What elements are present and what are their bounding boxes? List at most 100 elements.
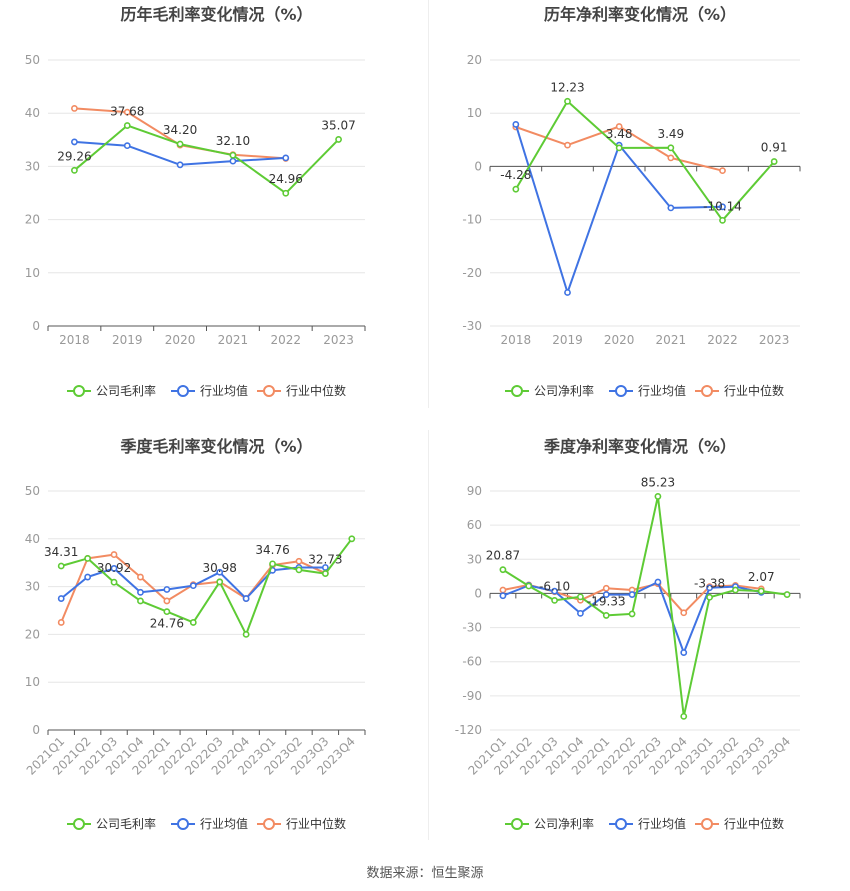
data-source-note: 数据来源：恒生聚源 xyxy=(366,866,484,881)
panel-divider-top xyxy=(428,0,429,408)
x-tick-label: 2021 xyxy=(218,333,249,347)
legend-label-median: 行业中位数 xyxy=(724,816,784,831)
y-tick-label: 30 xyxy=(25,580,40,594)
y-tick-label: 20 xyxy=(25,213,40,227)
data-label: 2.07 xyxy=(748,570,775,584)
y-tick-label: 20 xyxy=(467,53,482,67)
data-point-median xyxy=(163,597,171,605)
data-label: -4.28 xyxy=(500,168,531,182)
chart-title: 历年毛利率变化情况（%） xyxy=(120,5,312,24)
data-point-avg xyxy=(176,161,184,169)
legend-label-avg: 行业均值 xyxy=(638,816,686,831)
data-point-company xyxy=(706,593,713,601)
legend-label-median: 行业中位数 xyxy=(724,383,784,398)
data-label: -3.38 xyxy=(694,576,725,590)
data-label: -10.14 xyxy=(703,199,742,213)
data-label: 85.23 xyxy=(641,475,675,489)
data-point-median xyxy=(564,141,571,149)
x-tick-label: 2019 xyxy=(552,333,583,347)
data-label: 24.96 xyxy=(269,172,303,186)
data-point-avg xyxy=(654,578,662,586)
legend-label-avg: 行业均值 xyxy=(200,816,248,831)
data-point-company xyxy=(602,612,610,619)
x-tick-label: 2022 xyxy=(270,333,301,347)
legend-label-avg: 行业均值 xyxy=(638,383,686,398)
data-label: 24.76 xyxy=(150,617,184,631)
data-point-avg xyxy=(216,568,224,576)
data-point-median xyxy=(57,619,65,626)
data-point-avg xyxy=(602,591,610,598)
quarterly-gross-margin-chart: 季度毛利率变化情况（%）010203040502021Q12021Q22021Q… xyxy=(24,437,366,831)
panel-divider-bottom xyxy=(428,430,429,840)
x-tick-label: 2019 xyxy=(112,333,143,347)
data-point-median xyxy=(295,557,303,565)
annual-net-margin-chart: 历年净利率变化情况（%） -30 -20 -10 0 10 20 2018 2019 2020 20… xyxy=(462,5,801,398)
legend-marker-median xyxy=(263,818,275,830)
x-tick-label: 2020 xyxy=(165,333,196,347)
data-point-avg xyxy=(123,142,131,150)
data-point-company xyxy=(499,566,507,574)
data-point-company xyxy=(321,570,329,577)
data-label: -6.10 xyxy=(539,579,570,593)
data-point-avg xyxy=(229,157,237,165)
y-tick-label: 90 xyxy=(467,484,482,498)
x-tick-label: 2020 xyxy=(604,333,635,347)
data-point-company xyxy=(123,122,131,129)
data-point-company xyxy=(615,144,623,152)
data-point-company xyxy=(282,189,290,197)
y-tick-label: 20 xyxy=(25,627,40,641)
data-label: 12.23 xyxy=(550,80,584,94)
series-line-company xyxy=(60,538,353,636)
data-point-company xyxy=(564,97,571,105)
chart-title: 季度净利率变化情况（%） xyxy=(543,437,736,456)
data-point-company xyxy=(732,586,739,594)
data-point-median xyxy=(123,108,131,116)
data-point-company xyxy=(110,578,118,586)
data-point-company xyxy=(551,596,558,604)
data-point-company xyxy=(84,554,92,562)
x-tick-label: 2018 xyxy=(501,333,532,347)
x-tick-label: 2018 xyxy=(59,333,90,347)
data-point-company xyxy=(335,136,342,143)
legend-label-company: 公司毛利率 xyxy=(96,383,156,398)
data-point-avg xyxy=(512,120,520,128)
data-label: 32.10 xyxy=(216,134,250,148)
y-tick-label: 40 xyxy=(25,532,40,546)
legend-label-company: 公司净利率 xyxy=(534,383,594,398)
data-label: 37.68 xyxy=(110,105,144,119)
data-point-avg xyxy=(577,609,584,617)
legend-marker-company xyxy=(511,818,523,830)
x-tick-label: 2023 xyxy=(759,333,790,347)
data-point-company xyxy=(512,185,520,193)
data-label: 0.91 xyxy=(761,141,788,155)
y-tick-label: 50 xyxy=(25,53,40,67)
chart-title: 季度毛利率变化情况（%） xyxy=(119,437,312,456)
data-point-median xyxy=(719,167,726,175)
data-point-company xyxy=(216,578,224,586)
y-tick-label: 0 xyxy=(474,159,482,173)
data-point-avg xyxy=(242,595,250,602)
y-tick-label: -20 xyxy=(462,266,482,280)
chart-title: 历年净利率变化情况（%） xyxy=(544,5,736,24)
y-tick-label: -10 xyxy=(462,213,482,227)
y-tick-label: 10 xyxy=(25,266,40,280)
legend-marker-company xyxy=(511,385,523,397)
data-point-median xyxy=(499,586,507,594)
y-tick-label: -30 xyxy=(462,621,482,635)
y-tick-label: 50 xyxy=(25,484,40,498)
legend-label-median: 行业中位数 xyxy=(286,816,346,831)
data-point-avg xyxy=(57,595,65,602)
data-label: 34.76 xyxy=(255,543,289,557)
data-point-company xyxy=(783,591,791,598)
data-point-company xyxy=(628,610,636,618)
data-point-company xyxy=(163,608,171,616)
y-tick-label: 10 xyxy=(467,106,482,120)
legend-marker-company xyxy=(73,818,85,830)
data-point-company xyxy=(525,582,533,590)
y-tick-label: -30 xyxy=(462,319,482,333)
legend-marker-median xyxy=(263,385,275,397)
data-point-company xyxy=(757,587,765,595)
data-label: 29.26 xyxy=(57,149,91,163)
x-tick-label: 2022 xyxy=(707,333,738,347)
data-label: 35.07 xyxy=(321,118,355,132)
